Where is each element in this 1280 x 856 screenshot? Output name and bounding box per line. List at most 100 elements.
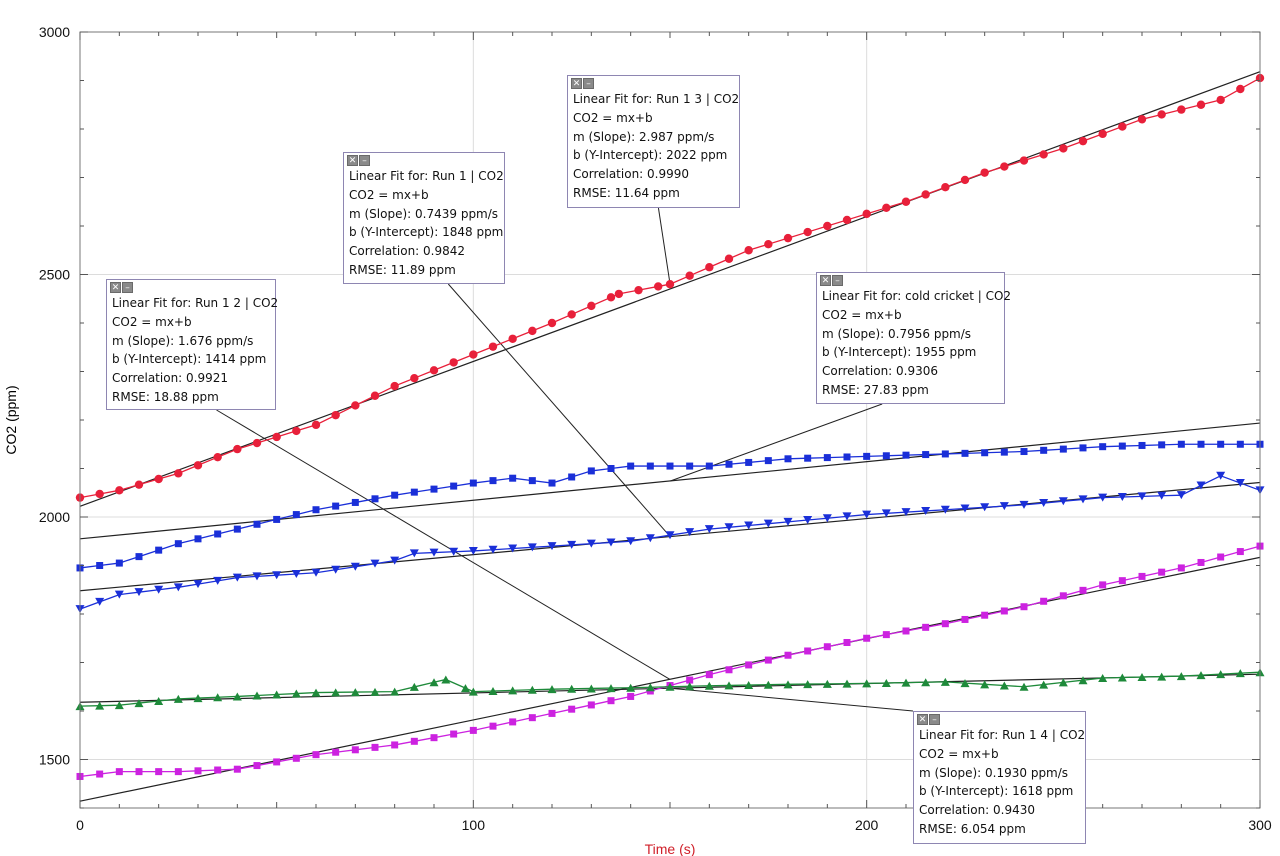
data-point bbox=[508, 686, 518, 695]
data-point bbox=[823, 643, 831, 651]
data-point bbox=[626, 683, 636, 692]
fit-box-run14[interactable]: ✕ – Linear Fit for: Run 1 4 | CO2 CO2 = m… bbox=[913, 711, 1086, 844]
data-point bbox=[586, 684, 596, 693]
data-point bbox=[1098, 493, 1108, 502]
series-line bbox=[79, 671, 1261, 707]
data-point bbox=[489, 477, 497, 485]
data-point bbox=[173, 694, 183, 703]
data-point bbox=[331, 410, 340, 420]
data-point bbox=[901, 508, 911, 517]
data-point bbox=[654, 282, 663, 291]
data-point bbox=[980, 168, 989, 177]
data-point bbox=[508, 544, 518, 553]
data-series bbox=[75, 73, 1265, 780]
data-point bbox=[960, 175, 970, 185]
data-point bbox=[528, 714, 536, 722]
data-point bbox=[881, 509, 891, 518]
data-point bbox=[134, 699, 144, 708]
close-icon[interactable]: ✕ bbox=[347, 155, 358, 166]
data-point bbox=[960, 679, 970, 688]
close-icon[interactable]: ✕ bbox=[110, 282, 121, 293]
fit-slope: m (Slope): 0.7439 ppm/s bbox=[349, 206, 499, 221]
data-point bbox=[606, 684, 616, 693]
fit-intercept: b (Y-Intercept): 1618 ppm bbox=[919, 784, 1074, 799]
data-point bbox=[1157, 491, 1167, 500]
data-point bbox=[1196, 481, 1206, 490]
y-tick-label: 2000 bbox=[39, 509, 70, 525]
data-point bbox=[528, 477, 536, 485]
fit-box-cold-cricket[interactable]: ✕ – Linear Fit for: cold cricket | CO2 CO… bbox=[816, 272, 1011, 404]
fit-box-run1[interactable]: ✕ – Linear Fit for: Run 1 | CO2 CO2 = mx+… bbox=[343, 152, 505, 284]
data-point bbox=[488, 686, 498, 695]
minimize-icon[interactable]: – bbox=[359, 155, 370, 166]
data-point bbox=[232, 573, 242, 582]
fit-intercept: b (Y-Intercept): 1955 ppm bbox=[822, 345, 977, 360]
data-point bbox=[725, 460, 733, 468]
data-point bbox=[350, 688, 360, 697]
data-point bbox=[292, 754, 300, 762]
fit-correlation: Correlation: 0.9921 bbox=[112, 371, 229, 386]
data-point bbox=[921, 506, 931, 515]
data-point bbox=[469, 479, 477, 487]
data-point bbox=[1236, 548, 1244, 556]
data-point bbox=[1039, 499, 1049, 508]
minimize-icon[interactable]: – bbox=[122, 282, 133, 293]
close-icon[interactable]: ✕ bbox=[820, 275, 831, 286]
data-point bbox=[1138, 572, 1146, 580]
x-tick-label: 300 bbox=[1248, 817, 1272, 833]
data-point bbox=[1039, 680, 1049, 689]
data-point bbox=[114, 590, 124, 599]
data-point bbox=[783, 680, 793, 689]
data-point bbox=[568, 473, 576, 481]
fit-equation: CO2 = mx+b bbox=[573, 110, 653, 125]
data-point bbox=[370, 687, 380, 696]
minimize-icon[interactable]: – bbox=[583, 78, 594, 89]
fit-slope: m (Slope): 1.676 ppm/s bbox=[112, 333, 254, 348]
data-point bbox=[135, 768, 143, 776]
fit-correlation: Correlation: 0.9990 bbox=[573, 167, 690, 182]
data-point bbox=[292, 511, 300, 519]
close-icon[interactable]: ✕ bbox=[571, 78, 582, 89]
data-point bbox=[1079, 586, 1087, 594]
data-point bbox=[1236, 84, 1245, 94]
data-point bbox=[725, 666, 733, 674]
data-point bbox=[95, 701, 105, 710]
data-point bbox=[548, 479, 556, 487]
fit-box-run12[interactable]: ✕ – Linear Fit for: Run 1 2 | CO2 CO2 = m… bbox=[106, 279, 278, 410]
data-point bbox=[902, 627, 910, 635]
data-point bbox=[921, 190, 930, 199]
fit-box-run13[interactable]: ✕ – Linear Fit for: Run 1 3 | CO2 CO2 = m… bbox=[567, 75, 740, 208]
data-point bbox=[409, 549, 419, 558]
y-tick-label: 1500 bbox=[39, 752, 70, 768]
data-point bbox=[253, 520, 261, 528]
close-icon[interactable]: ✕ bbox=[917, 714, 928, 725]
data-point bbox=[429, 548, 439, 557]
data-point bbox=[1078, 495, 1088, 504]
data-point bbox=[430, 485, 438, 493]
data-point bbox=[410, 488, 418, 496]
data-point bbox=[527, 685, 537, 694]
data-point bbox=[665, 531, 675, 540]
data-point bbox=[822, 514, 832, 523]
data-point bbox=[724, 681, 734, 690]
data-point bbox=[1176, 672, 1186, 681]
data-point bbox=[745, 458, 753, 466]
data-point bbox=[272, 690, 282, 699]
minimize-icon[interactable]: – bbox=[929, 714, 940, 725]
data-point bbox=[901, 197, 911, 206]
data-point bbox=[232, 692, 242, 701]
data-point bbox=[804, 454, 812, 462]
data-point bbox=[705, 671, 713, 679]
minimize-icon[interactable]: – bbox=[832, 275, 843, 286]
x-tick-label: 100 bbox=[462, 817, 486, 833]
data-point bbox=[607, 465, 615, 472]
axes: 0 100 200 300 1500 2000 2500 3000 bbox=[39, 24, 1272, 833]
data-point bbox=[214, 530, 222, 538]
data-point bbox=[292, 426, 301, 436]
data-point bbox=[1196, 100, 1206, 109]
data-point bbox=[1117, 673, 1127, 682]
data-point bbox=[1000, 607, 1008, 615]
data-point bbox=[922, 623, 930, 631]
data-point bbox=[634, 285, 643, 295]
